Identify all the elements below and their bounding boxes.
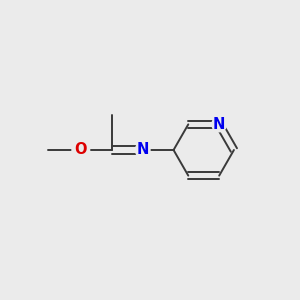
Text: O: O — [75, 142, 87, 158]
Circle shape — [135, 142, 150, 158]
Circle shape — [212, 117, 226, 132]
Text: N: N — [136, 142, 149, 158]
Circle shape — [72, 141, 90, 159]
Text: N: N — [213, 117, 225, 132]
